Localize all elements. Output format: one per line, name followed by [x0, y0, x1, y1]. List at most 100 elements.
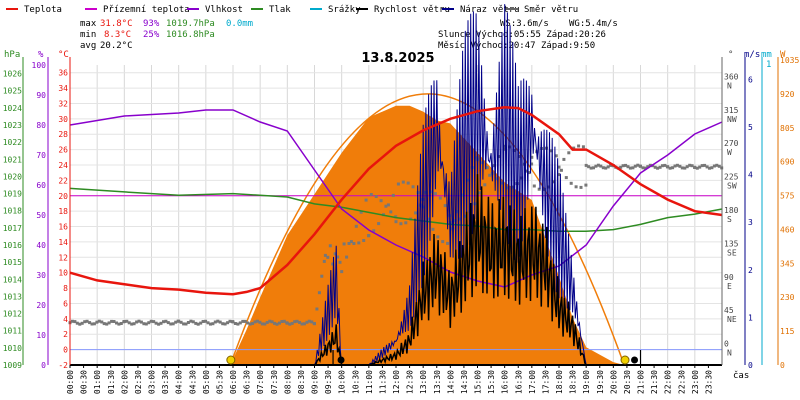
stat-max-temp: 31.8°C: [100, 19, 133, 29]
x-tick-label: 17:30: [541, 370, 550, 394]
wind-direction-dot: [639, 164, 642, 168]
x-tick-label: 13:30: [433, 370, 442, 394]
tick-temp: 6: [63, 299, 68, 308]
wind-direction-dot: [288, 322, 292, 326]
tick-hpa: 1020: [3, 172, 22, 181]
wind-direction-dot: [213, 320, 217, 324]
x-tick-label: 03:00: [148, 370, 157, 394]
wind-direction-dot: [218, 320, 222, 324]
wind-direction-dot: [186, 321, 190, 324]
x-tick-label: 15:00: [474, 370, 483, 394]
x-tick-label: 03:30: [161, 370, 170, 394]
wind-direction-dot: [549, 149, 553, 153]
wind-direction-dot: [347, 242, 351, 245]
x-tick-label: 21:00: [637, 370, 646, 394]
wind-direction-dot: [574, 185, 578, 189]
x-tick-label: 04:00: [175, 370, 184, 394]
tick-dir: 45: [724, 306, 734, 315]
wind-direction-dot: [228, 319, 232, 323]
tick-temp: 30: [58, 115, 68, 124]
wind-direction-dot: [359, 210, 363, 214]
unit-mm: mm: [761, 50, 772, 60]
tick-w: 0: [780, 361, 785, 370]
wind-direction-dot: [241, 319, 245, 323]
unit-ms: m/s: [744, 50, 760, 60]
tick-pct: 20: [36, 301, 46, 310]
wind-direction-dot: [717, 164, 721, 168]
tick-hpa: 1018: [3, 207, 22, 216]
wind-direction-dot: [527, 171, 531, 175]
wind-direction-dot: [626, 165, 630, 169]
tick-temp: -2: [58, 361, 68, 370]
wind-direction-dot: [253, 320, 257, 324]
wind-direction-dot: [298, 321, 302, 324]
stat-ws: WS:3.6m/s: [500, 19, 549, 29]
legend-label: Teplota: [24, 5, 62, 15]
tick-hpa: 1009: [3, 361, 22, 370]
wind-direction-dot: [307, 319, 311, 323]
wind-direction-dot: [515, 182, 519, 186]
wind-direction-dot: [690, 164, 694, 168]
stat-min-press: 1016.8hPa: [166, 30, 215, 40]
tick-dir-name: E: [727, 282, 732, 291]
wind-direction-dot: [587, 165, 591, 169]
axis-units: hPa % °C ° m/s mm W 1: [4, 50, 786, 70]
wind-direction-dot: [698, 165, 702, 169]
wind-direction-dot: [557, 173, 561, 177]
wind-direction-dot: [322, 259, 326, 263]
wind-direction-dot: [166, 321, 170, 325]
wind-direction-dot: [414, 211, 418, 215]
wind-direction-dot: [236, 322, 240, 326]
wind-direction-dot: [485, 166, 489, 170]
wind-direction-dot: [265, 321, 269, 324]
x-tick-label: 06:30: [243, 370, 252, 394]
tick-pct: 0: [41, 361, 46, 370]
wind-direction-dot: [75, 321, 79, 325]
tick-temp: 18: [58, 207, 68, 216]
wind-direction-dot: [569, 181, 573, 185]
wind-direction-dot: [604, 166, 608, 170]
wind-direction-dot: [364, 198, 368, 202]
wind-direction-dot: [191, 320, 195, 324]
x-tick-label: 20:30: [623, 370, 632, 394]
wind-direction-dot: [609, 163, 613, 167]
tick-dir: 225: [724, 173, 739, 182]
wind-direction-dot: [179, 320, 183, 324]
tick-hpa: 1022: [3, 138, 22, 147]
wind-direction-dot: [577, 144, 581, 148]
tick-w: 1035: [780, 56, 799, 65]
wind-direction-dot: [142, 322, 146, 326]
wind-direction-dot: [705, 165, 709, 169]
x-tick-label: 18:00: [555, 370, 564, 394]
x-tick-label: 22:30: [677, 370, 686, 394]
tick-dir-name: S: [727, 215, 732, 224]
wind-direction-dot: [184, 322, 188, 326]
tick-hpa: 1012: [3, 310, 22, 319]
x-tick-label: 11:30: [378, 370, 387, 394]
wind-direction-dot: [154, 321, 158, 325]
wind-direction-dot: [648, 163, 652, 167]
wind-direction-dot: [243, 319, 247, 323]
wind-direction-dot: [258, 320, 262, 324]
wind-direction-dot: [147, 321, 151, 325]
moonset-marker: [337, 356, 345, 364]
wind-direction-dot: [278, 321, 281, 325]
wind-direction-dot: [340, 270, 344, 274]
wind-direction-dot: [132, 322, 136, 326]
legend-label: Směr větru: [524, 5, 578, 15]
series-humidity: [69, 109, 723, 288]
tick-hpa: 1016: [3, 241, 22, 250]
wind-direction-dot: [263, 322, 267, 326]
wind-direction-dot: [606, 165, 610, 169]
wind-direction-dot: [231, 320, 235, 324]
wind-direction-dot: [463, 214, 467, 218]
wind-direction-dot: [189, 319, 193, 323]
wind-direction-dot: [601, 166, 605, 170]
tick-pct: 10: [36, 331, 46, 340]
unit-c: °C: [58, 50, 69, 60]
series-pressure: [69, 187, 723, 233]
x-tick-label: 00:00: [66, 370, 75, 394]
wind-direction-dot: [683, 166, 687, 170]
wind-direction-dot: [668, 166, 672, 170]
tick-pct: 80: [36, 121, 46, 130]
